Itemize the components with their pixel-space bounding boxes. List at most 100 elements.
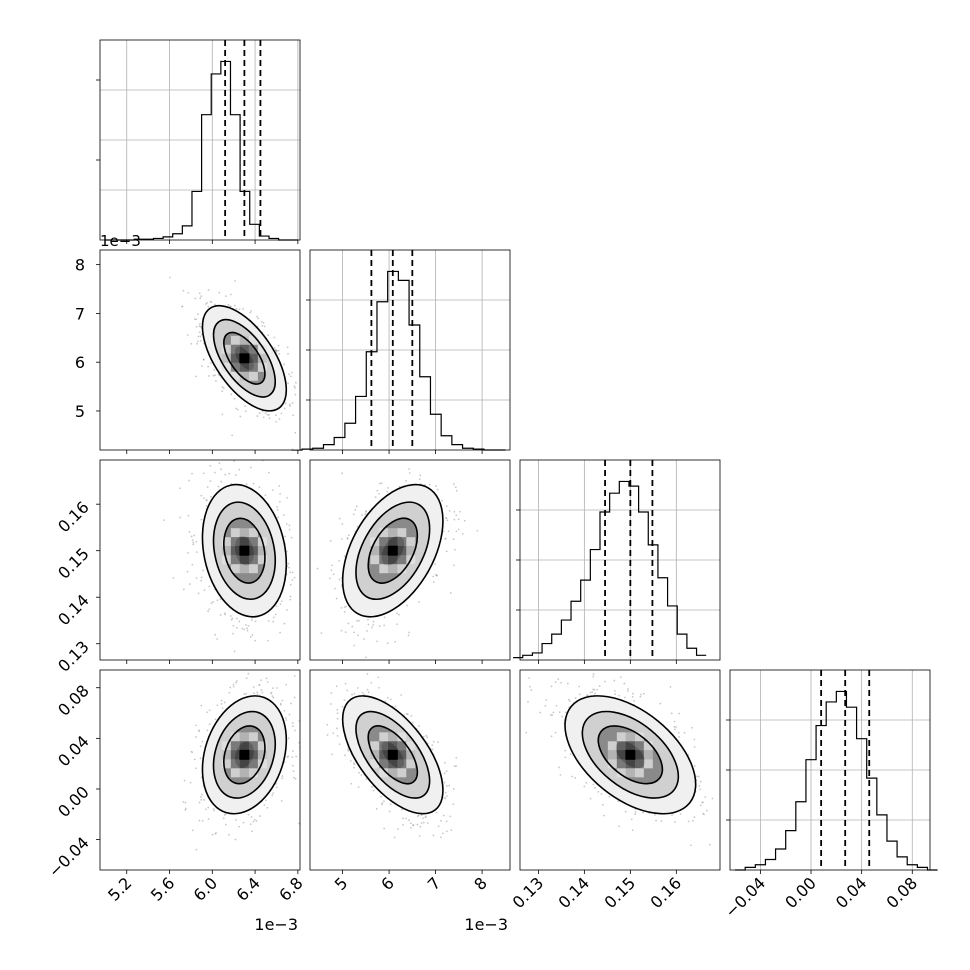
sample-point (355, 505, 358, 508)
sample-point (169, 276, 171, 279)
sample-point (289, 405, 291, 407)
contour-2 (367, 725, 419, 785)
sample-point (244, 410, 247, 413)
sample-point (232, 685, 235, 688)
histogram-2 (513, 480, 707, 659)
sample-point (383, 827, 386, 830)
sample-point (364, 656, 367, 659)
sample-point (367, 618, 369, 621)
sample-point (455, 765, 458, 768)
sample-point (228, 472, 231, 475)
sample-point (453, 564, 455, 567)
sample-point (374, 496, 377, 499)
sample-point (405, 712, 408, 715)
sample-point (290, 536, 293, 539)
sample-point (329, 540, 332, 542)
sample-point (578, 685, 580, 688)
sample-point (302, 592, 304, 594)
sample-point (219, 614, 222, 616)
sample-point (229, 293, 232, 296)
density-cell (230, 537, 240, 547)
sample-point (195, 736, 197, 738)
contour-0 (201, 695, 288, 815)
sample-point (378, 482, 381, 485)
sample-point (445, 550, 448, 553)
sample-point (422, 821, 425, 824)
sample-point (444, 797, 447, 800)
sample-point (252, 482, 255, 485)
sample-point (418, 478, 421, 481)
sample-point (443, 781, 446, 784)
sample-point (338, 559, 340, 562)
sample-point (198, 325, 201, 328)
sample-point (457, 518, 460, 521)
density-cell (388, 537, 398, 547)
sample-point (452, 483, 455, 485)
sample-point (195, 551, 198, 554)
sample-point (272, 620, 275, 623)
density-cell (379, 546, 389, 556)
sample-point (383, 800, 385, 803)
sample-point (256, 693, 259, 696)
density-cell (370, 741, 380, 751)
density-cell (406, 546, 416, 556)
sample-point (216, 704, 219, 707)
sample-point (341, 523, 344, 526)
sample-point (381, 802, 384, 805)
density-cell (230, 344, 240, 354)
sample-point (302, 444, 304, 446)
sample-point (194, 767, 197, 770)
sample-point (191, 563, 194, 566)
sample-point (233, 650, 236, 653)
sample-point (288, 528, 291, 531)
density-cell (257, 555, 267, 565)
contour-2 (223, 517, 266, 584)
histogram-1 (291, 270, 506, 451)
panel-content (525, 673, 750, 847)
sample-point (209, 300, 212, 303)
sample-point (181, 305, 183, 308)
sample-point (186, 334, 189, 336)
sample-point (443, 796, 446, 799)
sample-point (221, 413, 224, 416)
sample-point (264, 494, 267, 497)
density-cell (248, 741, 258, 751)
sample-point (340, 629, 343, 632)
sample-point (224, 613, 226, 616)
sample-point (350, 782, 353, 785)
sample-point (398, 613, 400, 616)
sample-point (210, 495, 212, 498)
sample-point (463, 519, 466, 522)
sample-point (203, 589, 206, 592)
sample-point (307, 714, 309, 716)
sample-point (431, 744, 434, 746)
sample-point (264, 412, 267, 414)
density-cell (370, 546, 380, 556)
sample-point (448, 784, 451, 787)
sample-point (245, 692, 248, 695)
sample-point (356, 687, 359, 689)
sample-point (285, 719, 288, 721)
sample-point (461, 533, 464, 535)
sample-point (358, 619, 360, 622)
sample-point (417, 814, 420, 817)
density-cell (388, 564, 398, 574)
sample-point (294, 393, 297, 396)
sample-point (247, 672, 250, 675)
sample-point (748, 799, 750, 801)
sample-point (238, 468, 241, 471)
density-cell (248, 362, 258, 372)
sample-point (302, 579, 304, 581)
density-cell (230, 759, 240, 769)
sample-point (303, 603, 305, 605)
density-cell (239, 362, 249, 372)
sample-point (184, 801, 187, 804)
sample-point (197, 313, 199, 316)
sample-point (251, 830, 253, 833)
sample-point (275, 414, 277, 416)
sample-point (389, 803, 392, 806)
sample-point (183, 779, 186, 782)
sample-point (343, 610, 346, 613)
sample-point (383, 616, 386, 619)
sample-point (372, 623, 375, 626)
